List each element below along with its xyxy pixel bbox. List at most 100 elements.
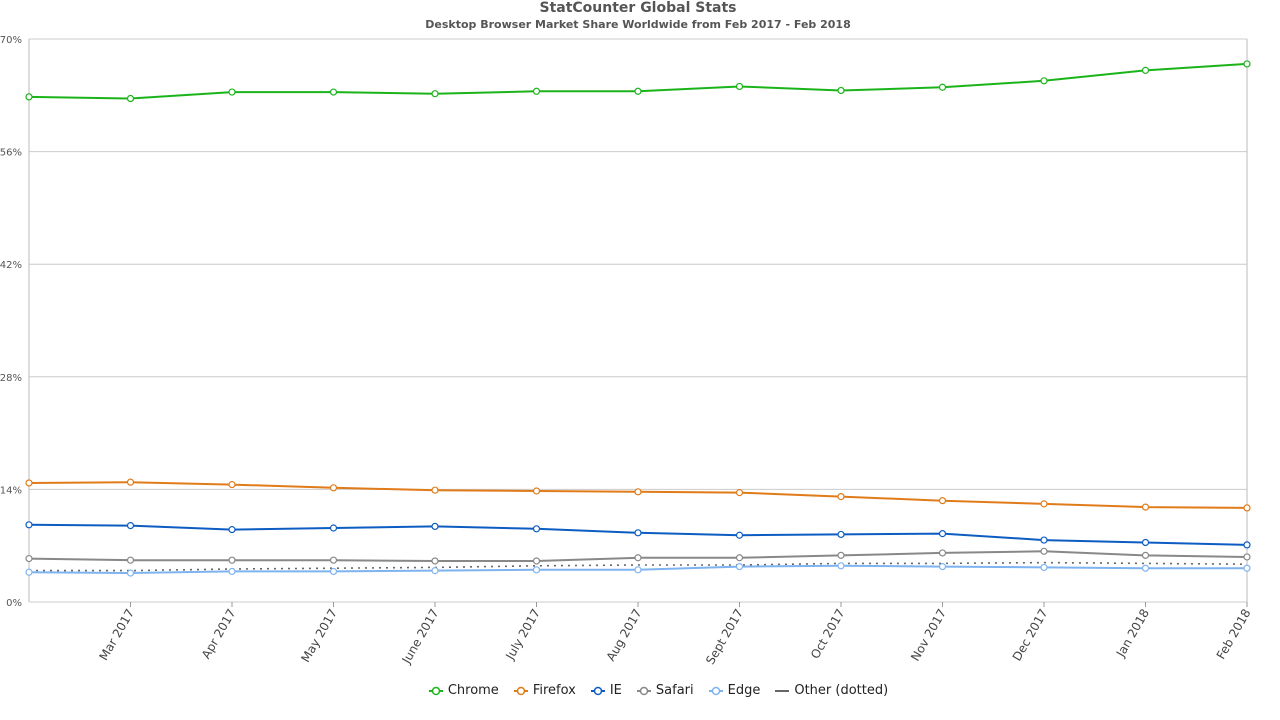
data-point[interactable] [532,87,541,95]
legend-item[interactable]: Chrome [428,683,499,698]
data-point[interactable] [25,521,33,529]
data-point[interactable] [938,549,947,557]
data-point[interactable] [1141,503,1150,511]
data-point[interactable] [126,569,135,577]
data-point[interactable] [938,497,947,505]
data-point[interactable] [25,554,33,563]
data-point[interactable] [1141,564,1150,572]
data-point[interactable] [532,525,541,533]
data-point[interactable] [532,487,541,495]
x-tick-label: July 2017 [503,607,544,663]
y-tick-label: 28% [0,373,22,384]
data-point[interactable] [938,530,947,538]
data-point[interactable] [1040,547,1048,555]
data-point[interactable] [228,556,236,564]
legend: Chrome Firefox IE Safari Edge Other (dotted) [0,683,1280,698]
data-point[interactable] [735,554,744,562]
data-point[interactable] [431,486,439,494]
legend-item[interactable]: Edge [708,683,761,698]
legend-label: Edge [727,683,761,698]
chart-title: StatCounter Global Stats [539,0,737,16]
data-point[interactable] [1040,563,1048,572]
y-tick-label: 14% [0,485,22,496]
series-layer [25,60,1251,577]
legend-label: IE [609,683,622,698]
series-chrome [25,60,1251,103]
data-point[interactable] [634,554,642,562]
data-point[interactable] [1243,541,1251,549]
legend-item[interactable]: Firefox [513,683,576,698]
x-tick-label: Sept 2017 [703,607,746,667]
legend-item[interactable]: Other (dotted) [774,683,888,698]
data-point[interactable] [431,557,439,565]
series-ie [25,521,1251,549]
x-tick-label: June 2017 [399,607,442,667]
legend-item[interactable]: Safari [636,683,694,698]
data-point[interactable] [837,562,845,570]
legend-swatch [708,686,723,695]
data-point[interactable] [431,567,439,575]
x-tick-label: Jan 2018 [1113,607,1152,661]
data-point[interactable] [1243,564,1251,572]
y-tick-label: 70% [0,35,22,46]
x-tick-label: Mar 2017 [96,607,137,663]
data-point[interactable] [1243,60,1251,68]
data-point[interactable] [329,88,338,96]
data-point[interactable] [837,551,845,559]
data-point[interactable] [634,87,642,95]
data-point[interactable] [25,93,33,101]
data-point[interactable] [1243,504,1251,512]
data-point[interactable] [329,524,338,532]
data-point[interactable] [431,90,439,98]
data-point[interactable] [126,94,135,103]
x-tick-label: Nov 2017 [908,607,949,664]
series-safari [25,547,1251,565]
data-point[interactable] [329,556,338,564]
data-point[interactable] [228,526,236,534]
y-tick-label: 42% [0,260,22,271]
data-point[interactable] [228,567,236,576]
data-point[interactable] [634,529,642,537]
data-point[interactable] [126,521,135,530]
data-point[interactable] [1040,77,1048,85]
y-tick-label: 0% [6,598,22,609]
legend-item[interactable]: IE [590,683,622,698]
data-point[interactable] [837,530,845,539]
data-point[interactable] [228,88,236,96]
x-tick-label: Dec 2017 [1010,607,1051,664]
data-point[interactable] [735,563,744,571]
data-point[interactable] [1141,66,1150,74]
data-point[interactable] [1141,551,1150,559]
data-point[interactable] [329,567,338,576]
data-point[interactable] [735,82,744,91]
x-axis-ticks: Mar 2017 Apr 2017 May 2017 June 2017 July 20… [96,602,1254,667]
data-point[interactable] [532,566,541,574]
series-firefox [25,478,1251,512]
data-point[interactable] [938,563,947,571]
data-point[interactable] [735,531,744,539]
legend-swatch [513,686,528,695]
data-point[interactable] [126,556,135,564]
x-tick-label: Feb 2018 [1214,607,1254,662]
data-point[interactable] [938,83,947,91]
data-point[interactable] [532,557,541,565]
data-point[interactable] [837,86,845,95]
data-point[interactable] [228,480,236,489]
data-point[interactable] [1243,553,1251,561]
data-point[interactable] [25,568,33,576]
data-point[interactable] [634,488,642,496]
data-point[interactable] [735,489,744,497]
data-point[interactable] [634,566,642,574]
legend-label: Firefox [532,683,576,698]
data-point[interactable] [1141,538,1150,547]
data-point[interactable] [25,479,33,487]
legend-label: Safari [655,683,694,698]
data-point[interactable] [431,522,439,530]
data-point[interactable] [1040,500,1048,508]
data-point[interactable] [1040,536,1048,544]
data-point[interactable] [329,484,338,492]
data-point[interactable] [126,478,135,486]
x-tick-label: Oct 2017 [808,607,848,662]
data-point[interactable] [837,493,845,501]
